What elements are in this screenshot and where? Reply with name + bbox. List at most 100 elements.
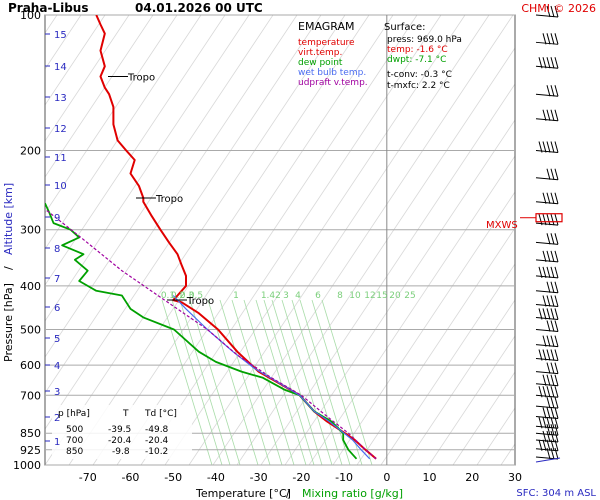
wind-barb-feather — [542, 407, 547, 419]
tropopause-label: Tropo — [127, 73, 155, 84]
mixing-ratio-label: 15 — [376, 291, 387, 301]
wind-barb-feather — [546, 424, 551, 436]
ylabel-altitude: Altitude [km] — [2, 183, 15, 255]
table-background — [52, 405, 192, 459]
dry-adiabat — [525, 15, 600, 465]
wind-barb-feather — [550, 5, 555, 18]
wind-barb-feather — [546, 213, 551, 226]
wind-barb-feather — [554, 320, 559, 332]
temperature-tick-label: -40 — [207, 471, 225, 484]
table-header-t: T — [122, 409, 129, 419]
legend-title: EMAGRAM — [298, 20, 355, 33]
surface-press: press: 969.0 hPa — [387, 35, 462, 45]
dry-adiabat — [68, 15, 370, 465]
wind-barb-feather — [554, 374, 559, 386]
wind-barbs — [520, 5, 563, 463]
wind-barb-feather — [538, 141, 543, 153]
wind-barb-feather — [542, 349, 547, 361]
legend-dew-point: dew point — [298, 58, 343, 68]
wind-barb-staff — [535, 177, 559, 181]
mixing-ratio-line — [189, 299, 241, 465]
mixing-ratio-line — [207, 299, 259, 465]
pressure-tick-label: 700 — [20, 389, 41, 402]
dry-adiabat — [284, 119, 515, 465]
datetime-title: 04.01.2026 00 UTC — [135, 1, 263, 15]
legend-wet-bulb: wet bulb temp. — [298, 68, 366, 78]
wind-barb-feather — [546, 57, 551, 69]
table-row-td: -20.4 — [145, 436, 169, 446]
wind-barb — [535, 386, 559, 398]
series-line-dew-point — [45, 202, 358, 460]
wind-barb-feather — [546, 320, 551, 332]
wind-barb-feather — [542, 295, 547, 307]
wind-barb-feather — [554, 430, 559, 443]
surface-dwpt: dwpt: -7.1 °C — [387, 55, 446, 65]
wind-barb-feather — [554, 439, 559, 451]
wind-barb-feather — [554, 141, 559, 153]
station-title: Praha-Libus — [8, 1, 88, 15]
mxws-barb-box — [535, 213, 563, 223]
altitude-tick-label: 12 — [54, 124, 67, 135]
wind-barb-staff — [535, 259, 559, 263]
wind-barb — [535, 85, 559, 97]
wind-barb-feather — [546, 266, 551, 279]
wind-barb-staff — [535, 383, 559, 387]
wind-barb-staff — [535, 118, 559, 122]
dry-adiabat — [308, 155, 515, 465]
table-row-p: 500 — [66, 425, 83, 435]
wind-barb-feather — [550, 430, 555, 443]
table-row-t: -20.4 — [108, 436, 132, 446]
mixing-ratio-line — [219, 299, 271, 465]
wind-barb-feather — [546, 374, 551, 386]
wind-barb-feather — [550, 308, 555, 320]
wind-barb-feather — [550, 109, 555, 121]
dry-adiabat — [45, 15, 346, 465]
wind-barb — [535, 417, 559, 429]
wind-barb-feather — [550, 57, 555, 69]
surface-tconv: t-conv: -0.3 °C — [387, 70, 452, 80]
wind-barb-feather — [546, 168, 551, 180]
wind-barb — [535, 5, 559, 18]
mixing-ratio-label: 2 — [275, 291, 281, 301]
altitude-tick-label: 10 — [54, 181, 67, 192]
wind-barb-feather — [546, 233, 551, 245]
wind-barb — [535, 266, 559, 279]
altitude-tick-label: 2 — [54, 413, 60, 424]
wind-barb-feather — [542, 308, 547, 320]
mixing-ratio-label: 12 — [364, 291, 375, 301]
wind-barb — [535, 233, 559, 245]
altitude-tick-label: 4 — [54, 361, 60, 372]
wind-barb-staff — [535, 222, 559, 226]
wind-barb-feather — [542, 439, 547, 451]
sfc-label: SFC: 304 m ASL — [516, 488, 596, 499]
ylabel-pressure: Pressure [hPa] — [2, 283, 15, 362]
wind-barb-feather — [554, 349, 559, 361]
wind-barb-feather — [550, 266, 555, 279]
table-row-t: -9.8 — [112, 447, 130, 457]
wind-barb-feather — [554, 192, 559, 204]
wind-barb-feather — [550, 349, 555, 361]
wind-barb-feather — [542, 335, 547, 347]
wind-barb-feather — [542, 141, 547, 153]
wind-barb-feather — [554, 417, 559, 429]
wind-barb-staff — [535, 432, 559, 436]
dry-adiabat — [212, 15, 514, 465]
dry-adiabat — [45, 15, 250, 322]
wind-barb-feather — [546, 5, 551, 18]
wind-barb-feather — [554, 57, 559, 69]
wind-barb-feather — [542, 417, 547, 429]
dry-adiabat — [573, 15, 600, 465]
wind-barb-feather — [554, 33, 559, 45]
wind-barb-feather — [550, 362, 555, 374]
mixing-ratio-label: 0.1 — [161, 291, 175, 301]
mixing-ratio-line — [291, 299, 343, 465]
wind-barb-feather — [554, 447, 559, 460]
dry-adiabat — [188, 15, 490, 465]
wind-barb — [535, 168, 559, 181]
mixing-ratio-line — [171, 299, 223, 465]
wind-barb-feather — [550, 335, 555, 347]
wind-barb-feather — [550, 168, 555, 180]
wind-barb-feather — [550, 374, 555, 386]
dry-adiabat — [500, 443, 515, 465]
wind-barb-feather — [538, 349, 543, 361]
